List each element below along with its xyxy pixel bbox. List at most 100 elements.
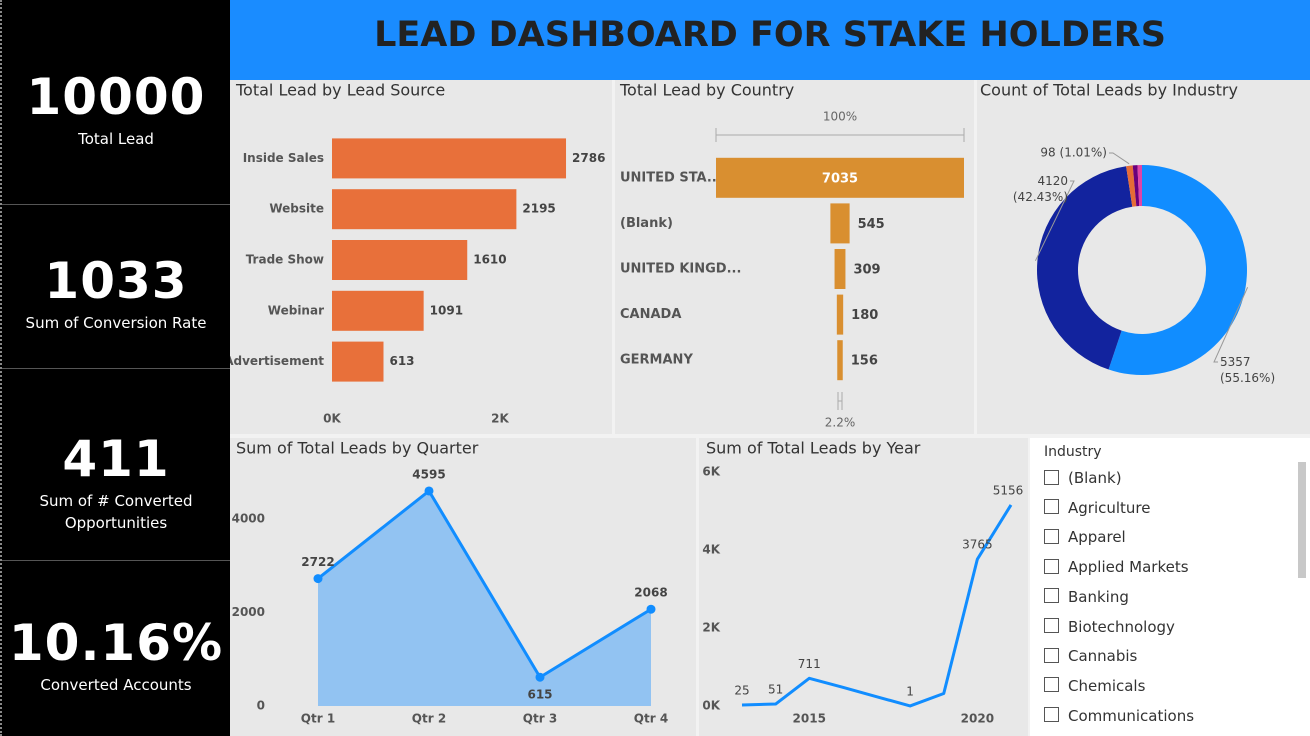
panel xyxy=(977,80,1310,434)
data-label: 51 xyxy=(768,683,783,697)
x-tick-label: 2K xyxy=(491,412,509,426)
data-label: 98 (1.01%) xyxy=(1040,146,1107,160)
kpi-value: 411 xyxy=(62,430,170,488)
data-label: 5357 (55.16%) xyxy=(1220,355,1275,385)
kpi-card: 411 Sum of # Converted Opportunities xyxy=(2,430,230,534)
y-tick-label: 4K xyxy=(702,543,720,557)
panel xyxy=(615,80,974,434)
slicer-item[interactable]: Cannabis xyxy=(1044,645,1137,667)
bar xyxy=(332,240,468,280)
slicer-item-label: Applied Markets xyxy=(1068,558,1189,577)
kpi-card: 10.16% Converted Accounts xyxy=(2,614,230,696)
slicer-item[interactable]: Applied Markets xyxy=(1044,556,1189,578)
leader-line xyxy=(1034,180,1075,262)
category-label: Website xyxy=(269,202,324,216)
bar xyxy=(332,189,517,230)
y-tick-label: 0K xyxy=(702,699,720,713)
separator xyxy=(2,560,230,561)
line xyxy=(741,504,1013,708)
data-label: 309 xyxy=(853,263,880,278)
x-tick-label: 2015 xyxy=(793,712,826,726)
data-label: 545 xyxy=(858,217,885,232)
kpi-label: Sum of # Converted Opportunities xyxy=(39,492,193,532)
checkbox[interactable] xyxy=(1044,499,1059,515)
checkbox[interactable] xyxy=(1044,558,1059,574)
data-label: 25 xyxy=(734,684,749,698)
data-label: 2068 xyxy=(634,586,667,600)
checkbox[interactable] xyxy=(1044,707,1059,723)
funnel-bottom-label: 2.2% xyxy=(825,416,856,430)
slicer-item-label: Biotechnology xyxy=(1068,617,1175,636)
data-label: 4120 (42.43%) xyxy=(1013,174,1068,204)
checkbox[interactable] xyxy=(1044,647,1059,663)
leader-line xyxy=(1109,152,1130,165)
dashboard-title: LEAD DASHBOARD FOR STAKE HOLDERS xyxy=(230,0,1310,80)
kpi-card: 10000 Total Lead xyxy=(2,68,230,150)
kpi-label: Converted Accounts xyxy=(40,676,192,694)
kpi-label: Sum of Conversion Rate xyxy=(25,314,207,332)
slicer-item[interactable]: Banking xyxy=(1044,586,1129,608)
slicer-title: Industry xyxy=(1044,444,1102,460)
y-tick-label: 4000 xyxy=(232,511,265,525)
data-label: 4595 xyxy=(412,467,445,481)
y-tick-label: 2000 xyxy=(232,605,265,619)
x-tick-label: 0K xyxy=(323,412,341,426)
category-label: UNITED KINGD... xyxy=(620,262,741,277)
data-label: 5156 xyxy=(993,483,1024,497)
kpi-label: Total Lead xyxy=(78,130,154,148)
data-label: 7035 xyxy=(822,171,858,186)
checkbox[interactable] xyxy=(1044,469,1059,485)
kpi-value: 10000 xyxy=(26,68,206,126)
y-tick-label: 6K xyxy=(702,465,720,479)
data-label: 156 xyxy=(851,354,878,369)
data-label: 1610 xyxy=(473,253,506,267)
point xyxy=(535,672,545,682)
data-label: 615 xyxy=(527,688,552,702)
chart-title: Total Lead by Lead Source xyxy=(235,81,445,100)
category-label: Webinar xyxy=(268,303,324,317)
bar xyxy=(332,341,384,382)
chart-title: Sum of Total Leads by Year xyxy=(706,439,921,458)
kpi-value: 1033 xyxy=(44,252,188,310)
checkbox[interactable] xyxy=(1044,618,1059,633)
category-label: GERMANY xyxy=(620,353,693,368)
data-label: 1091 xyxy=(430,303,463,317)
point xyxy=(646,604,656,614)
industry-slicer: Industry (Blank) Agriculture Apparel Applie… xyxy=(1030,438,1310,736)
funnel-top-label: 100% xyxy=(823,110,857,124)
slicer-item[interactable]: Agriculture xyxy=(1044,497,1151,519)
separator xyxy=(2,204,230,205)
data-label: 613 xyxy=(389,354,414,368)
line xyxy=(317,488,652,680)
y-tick-label: 0 xyxy=(257,699,265,713)
slicer-item-label: Agriculture xyxy=(1068,498,1151,517)
category-label: Inside Sales xyxy=(243,151,324,165)
slicer-item[interactable]: (Blank) xyxy=(1044,467,1122,489)
checkbox[interactable] xyxy=(1044,588,1059,604)
chart-title: Sum of Total Leads by Quarter xyxy=(236,439,479,458)
slicer-item[interactable]: Communications xyxy=(1044,705,1194,727)
bracket xyxy=(715,128,965,142)
slicer-item[interactable]: Apparel xyxy=(1044,526,1126,548)
scrollbar[interactable] xyxy=(1298,462,1306,578)
checkbox[interactable] xyxy=(1044,677,1059,693)
x-tick-label: 2020 xyxy=(961,712,994,726)
point xyxy=(424,486,434,496)
slicer-item[interactable]: Chemicals xyxy=(1044,675,1145,697)
category-label: Trade Show xyxy=(246,253,324,267)
funnel-bar xyxy=(837,340,843,381)
slicer-item-label: Apparel xyxy=(1068,528,1126,547)
data-label: 2786 xyxy=(572,151,605,165)
funnel-bar xyxy=(716,157,964,198)
point xyxy=(313,574,323,584)
kpi-value: 10.16% xyxy=(8,614,224,672)
slicer-item[interactable]: Biotechnology xyxy=(1044,616,1175,638)
data-label: 711 xyxy=(798,657,821,671)
donut-slice xyxy=(1137,165,1142,207)
checkbox[interactable] xyxy=(1044,528,1059,544)
slicer-item-label: (Blank) xyxy=(1068,469,1122,487)
slicer-item-label: Cannabis xyxy=(1068,647,1138,666)
separator xyxy=(2,368,230,369)
donut-slice xyxy=(1108,165,1247,375)
